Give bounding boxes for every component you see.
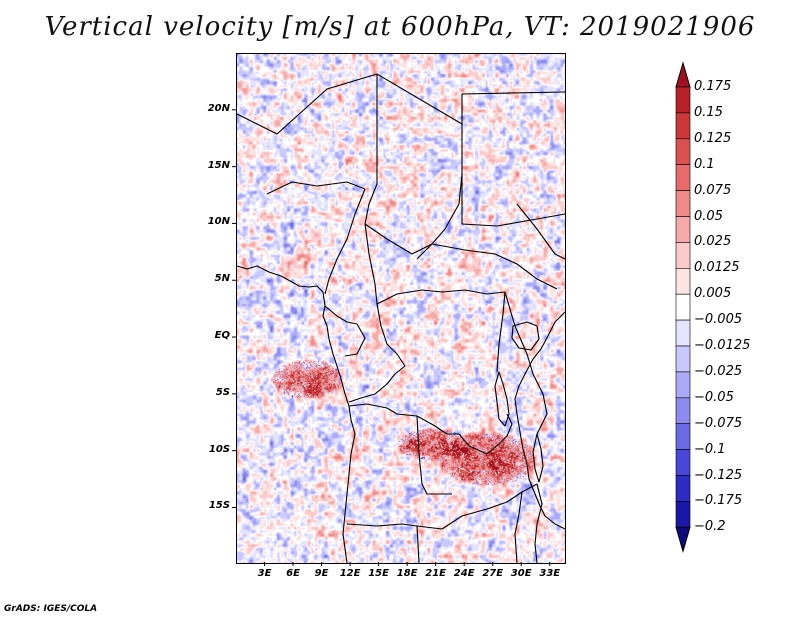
colorbar-label: −0.0125 [694,338,751,353]
colorbar-label: 0.0125 [694,260,740,276]
colorbar-label: 0.025 [694,234,732,250]
lon-tick-label: 33E [539,568,561,579]
colorbar-label: 0.1 [694,156,715,172]
lat-tick-label: EQ [214,330,230,342]
lon-tick-label: 18E [396,568,418,579]
grads-credit: GrADS: IGES/COLA [4,604,98,614]
colorbar-label: 0.05 [694,208,723,224]
colorbar-swatch [675,345,691,373]
border-sudan-chad [416,173,463,260]
colorbar-arrow-bottom [675,526,691,554]
border-angola-namibia [346,523,443,530]
colorbar-label: −0.175 [694,493,743,509]
colorbar-swatch [675,501,691,528]
colorbar-swatch [675,293,691,321]
lat-tick-label: 15S [208,500,230,512]
colorbar-swatch [675,449,691,476]
lon-tick-label: 6E [286,568,300,579]
lat-tick-label: 10S [208,443,230,455]
border-zim-moz [514,491,523,563]
border-sudan-egypt [461,213,565,227]
colorbar-label: 0.005 [694,286,732,302]
colorbar-swatch [675,138,691,166]
border-drc-east [496,291,506,373]
coastline-west [237,265,356,563]
colorbar-swatch [675,242,691,269]
colorbar-swatch [675,423,691,450]
colorbar-label: −0.025 [694,363,743,379]
border-niger-nigeria [266,181,366,195]
lon-tick-label: 12E [339,568,361,579]
colorbar-arrow-top [675,61,691,88]
lon-tick-label: 21E [425,568,447,579]
border-drc-zambia [468,413,513,455]
colorbar-swatch [675,397,691,424]
border-drc-angola [348,403,470,447]
lat-tick-label: 5S [215,386,230,398]
border-car-drc [376,289,506,305]
colorbar-label: −0.075 [694,415,743,431]
colorbar-label: 0.125 [694,130,732,146]
colorbar-swatch [675,112,691,140]
border-niger-chad [364,74,378,225]
colorbar-label: −0.125 [694,467,743,483]
map-panel [236,53,566,564]
colorbar-swatch [675,319,691,347]
colorbar-swatch [675,190,691,217]
border-congo-drc [348,303,406,403]
chart-title: Vertical velocity [m/s] at 600hPa, VT: 2… [44,12,756,42]
border-angola-zambia [416,415,452,495]
border-libya-chad [376,73,463,125]
lat-tick-label: 5N [214,273,230,285]
lon-tick-label: 24E [453,568,475,579]
colorbar-label: 0.15 [694,104,723,120]
colorbar-swatch [675,267,691,295]
lon-tick-label: 3E [257,568,272,579]
colorbar-swatch [675,475,691,502]
border-botswana [416,525,420,563]
lake-tanganyika [494,371,510,427]
border-tanzania [514,325,548,435]
border-cameroon-car [364,223,378,305]
lon-tick-label: 27E [482,568,504,579]
border-mozambique [534,483,543,563]
colorbar-swatch [675,216,691,243]
lat-tick-label: 15N [207,159,230,171]
border-zambia-zimbabwe [441,483,538,530]
colorbar-swatch [675,371,691,399]
colorbar-label: 0.175 [694,79,732,94]
colorbar-label: −0.05 [694,389,734,405]
border-nigeria-cameroon [324,188,366,295]
colorbar-swatch [675,86,691,114]
border-algeria-niger [237,73,378,135]
border-chad-car [364,223,433,255]
colorbar-label: −0.2 [694,519,726,535]
colorbar-label: −0.1 [694,441,726,457]
lon-tick-label: 15E [368,568,389,579]
border-south-sudan [431,243,558,290]
border-uganda [504,291,516,327]
colorbar-label: −0.005 [694,312,743,328]
lon-tick-label: 9E [314,568,329,579]
border-congo-gabon [324,305,366,357]
lon-tick-label: 30E [510,568,532,579]
colorbar-label: 0.075 [694,182,732,198]
lake-victoria [511,321,540,351]
lat-tick-label: 20N [207,102,230,114]
border-egypt-east [461,91,565,95]
lake-malawi [532,433,544,483]
country-borders [237,73,565,563]
border-ethiopia [516,203,565,260]
colorbar-swatch [675,164,691,191]
lat-tick-label: 10N [207,216,230,228]
